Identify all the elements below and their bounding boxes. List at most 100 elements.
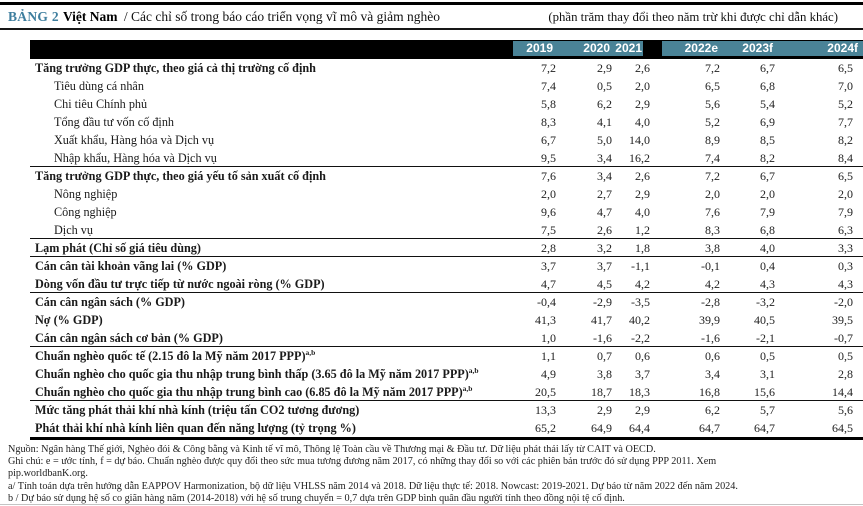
row-label: Cán cân ngân sách (% GDP) [35,295,185,309]
cell-2021: 2,9 [635,403,650,417]
cell-2021: 16,2 [629,151,650,165]
row-label: Mức tăng phát thải khí nhà kính (triệu t… [35,403,360,417]
row-label: Chuẩn nghèo quốc tế (2.15 đô la Mỹ năm 2… [35,347,316,363]
cell-2020: 2,7 [597,187,612,201]
cell-2020: 0,7 [597,349,612,363]
table-row: Dòng vốn đầu tư trực tiếp từ nước ngoài … [30,275,863,293]
column-header-2019: 2019 [526,41,553,55]
column-header-2020: 2020 [583,41,610,55]
row-label: Dòng vốn đầu tư trực tiếp từ nước ngoài … [35,277,325,291]
row-label: Tổng đầu tư vốn cố định [54,115,175,129]
cell-2020: 4,5 [597,277,612,291]
cell-2022e: 8,3 [705,223,720,237]
cell-2021: 18,3 [629,385,650,399]
footnote-marker: a,b [305,347,316,357]
cell-2021: 0,6 [635,349,650,363]
row-label: Xuất khẩu, Hàng hóa và Dịch vụ [54,133,215,147]
cell-2019: 13,3 [535,403,556,417]
cell-2019: 4,7 [541,277,556,291]
cell-2023f: 3,1 [760,367,775,381]
row-label: Chuẩn nghèo cho quốc gia thu nhập trung … [35,383,473,399]
cell-2024f: 2,0 [838,187,853,201]
cell-2024f: 5,6 [838,403,853,417]
cell-2019: 9,5 [541,151,556,165]
footnote-line: Nguồn: Ngân hàng Thế giới, Nghèo đói & C… [8,444,656,455]
cell-2023f: 64,7 [754,421,775,435]
cell-2019: 3,7 [541,259,556,273]
table-row: Dịch vụ 7,5 2,6 1,2 8,3 6,8 6,3 [30,221,863,239]
cell-2020: 64,9 [591,421,612,435]
table-title-bar: BẢNG 2 Việt Nam / Các chỉ số trong báo cá… [8,7,863,27]
country-name: Việt Nam [62,9,118,24]
cell-2022e: 7,2 [705,61,720,75]
cell-2024f: 3,3 [838,241,853,255]
cell-2022e: 39,9 [699,313,720,327]
row-label: Nông nghiệp [54,187,118,201]
cell-2020: 2,6 [597,223,612,237]
cell-2023f: 6,8 [760,79,775,93]
cell-2020: 6,2 [597,97,612,111]
table-row: Tăng trưởng GDP thực, theo giá cả thị tr… [30,59,863,77]
unit-note: (phần trăm thay đổi theo năm trừ khi đượ… [548,10,838,24]
table-row: Tiêu dùng cá nhân 7,4 0,5 2,0 6,5 6,8 7,0 [30,77,863,95]
table-row: Cán cân ngân sách (% GDP) -0,4 -2,9 -3,5 -2,… [30,293,863,311]
cell-2023f: 8,5 [760,133,775,147]
table-row: Cán cân tài khoản vãng lai (% GDP) 3,7 3,7… [30,257,863,275]
cell-2022e: 0,6 [705,349,720,363]
footnote-line: b / Dự báo sử dụng hệ số co giãn hàng nă… [8,492,625,504]
table-row: Phát thải khí nhà kính liên quan đến năn… [30,419,863,437]
footnote-line: a/ Tính toán dựa trên hướng dẫn EAPPOV H… [8,480,738,492]
cell-2020: 3,8 [597,367,612,381]
cell-2021: 1,2 [635,223,650,237]
cell-2019: 4,9 [541,367,556,381]
row-label: Tiêu dùng cá nhân [54,79,144,93]
cell-2019: 7,4 [541,79,556,93]
footnotes: Nguồn: Ngân hàng Thế giới, Nghèo đói & C… [8,444,861,505]
cell-2021: 40,2 [629,313,650,327]
row-label: Chuẩn nghèo cho quốc gia thu nhập trung … [35,365,479,381]
cell-2022e: 8,9 [705,133,720,147]
cell-2024f: 0,3 [838,259,853,273]
cell-2022e: 4,2 [705,277,720,291]
table-row: Xuất khẩu, Hàng hóa và Dịch vụ 6,7 5,0 14,0… [30,131,863,149]
row-label: Chi tiêu Chính phủ [54,97,148,111]
cell-2024f: 4,3 [838,277,853,291]
cell-2021: -3,5 [631,295,650,309]
cell-2022e: 7,4 [705,151,720,165]
cell-2021: 1,8 [635,241,650,255]
cell-2022e: 3,4 [705,367,720,381]
row-label: Tăng trưởng GDP thực, theo giá yếu tố sả… [35,169,326,183]
table-row: Chuẩn nghèo quốc tế (2.15 đô la Mỹ năm 2… [30,347,863,365]
footnote-line: pip.worldbanK.org. [8,468,88,480]
cell-2019: 8,3 [541,115,556,129]
cell-2023f: 8,2 [760,151,775,165]
cell-2021: 4,2 [635,277,650,291]
cell-2022e: 6,5 [705,79,720,93]
table-row: Nhập khẩu, Hàng hóa và Dịch vụ 9,5 3,4 16,2… [30,149,863,167]
cell-2020: -1,6 [593,331,612,345]
table-row: Công nghiệp 9,6 4,7 4,0 7,6 7,9 7,9 [30,203,863,221]
cell-2022e: 16,8 [699,385,720,399]
table-row: Chuẩn nghèo cho quốc gia thu nhập trung … [30,383,863,401]
top-rule [0,2,863,5]
footnote-line: Ghi chú: e = ước tính, f = dự báo. Chuẩn… [8,456,717,468]
cell-2023f: 6,7 [760,169,775,183]
cell-2023f: 0,5 [760,349,775,363]
cell-2020: 5,0 [597,133,612,147]
column-header-2024f: 2024f [827,41,858,55]
cell-2022e: 3,8 [705,241,720,255]
cell-2022e: 7,6 [705,205,720,219]
cell-2019: 1,1 [541,349,556,363]
cell-2019: 2,0 [541,187,556,201]
cell-2021: 2,6 [635,61,650,75]
header-band-historical [513,41,643,56]
cell-2019: 2,8 [541,241,556,255]
cell-2022e: 2,0 [705,187,720,201]
row-label: Dịch vụ [54,223,93,237]
cell-2022e: 64,7 [699,421,720,435]
cell-2023f: -2,1 [756,331,775,345]
cell-2019: 1,0 [541,331,556,345]
cell-2020: 4,1 [597,115,612,129]
cell-2021: 4,0 [635,205,650,219]
